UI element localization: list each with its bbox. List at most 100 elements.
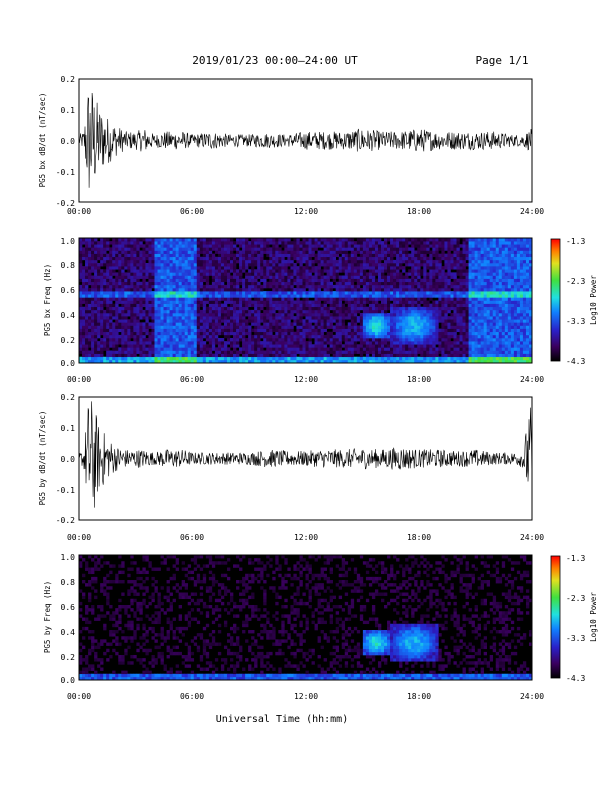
spectrogram-cell [432, 250, 436, 254]
spectrogram-cell [387, 303, 391, 308]
spectrogram-cell [423, 269, 427, 273]
spectrogram-cell [130, 316, 134, 320]
spectrogram-cell [202, 353, 207, 358]
spectrogram-cell [356, 297, 361, 301]
spectrogram-cell [390, 275, 394, 279]
spectrogram-cell [459, 344, 463, 348]
spectrogram-cell [184, 269, 189, 273]
spectrogram-cell [260, 331, 264, 336]
spectrogram-cell [359, 344, 364, 348]
spectrogram-cell [459, 353, 463, 358]
spectrogram-cell [226, 259, 231, 264]
spectrogram-cell [411, 306, 415, 311]
spectrogram-cell [248, 300, 252, 304]
spectrogram-cell [311, 238, 315, 242]
spectrogram-cell [347, 303, 352, 308]
spectrogram-cell [245, 325, 249, 329]
spectrogram-cell [97, 319, 101, 323]
spectrogram-cell [260, 350, 264, 354]
spectrogram-cell [139, 281, 143, 286]
spectrogram-cell [456, 338, 460, 342]
spectrogram-cell [145, 238, 149, 242]
spectrogram-cell [444, 313, 448, 317]
spectrogram-cell [320, 319, 324, 323]
spectrogram-cell [335, 359, 340, 364]
spectrogram-cell [223, 328, 228, 333]
spectrogram-cell [269, 281, 273, 286]
spectrogram-cell [353, 259, 358, 264]
spectrogram-cell [202, 278, 207, 283]
spectrogram-cell [411, 350, 415, 354]
spectrogram-cell [220, 306, 225, 311]
spectrogram-cell [124, 300, 128, 304]
spectrogram-cell [142, 359, 146, 364]
spectrogram-cell [257, 259, 261, 264]
spectrogram-cell [263, 266, 267, 270]
spectrogram-cell [196, 263, 201, 267]
spectrogram-cell [242, 306, 246, 311]
spectrogram-cell [239, 303, 243, 308]
spectrogram-cell [172, 347, 176, 351]
spectrogram-cell [169, 338, 173, 342]
spectrogram-cell [190, 359, 195, 364]
spectrogram-cell [320, 328, 324, 333]
spectrogram-cell [441, 319, 445, 323]
spectrogram-cell [302, 284, 306, 289]
spectrogram-cell [157, 359, 161, 364]
spectrogram-cell [106, 316, 110, 320]
spectrogram-cell [239, 272, 243, 276]
spectrogram-cell [145, 256, 149, 261]
spectrogram-cell [441, 300, 445, 304]
spectrogram-cell [278, 238, 282, 242]
spectrogram-cell [130, 256, 134, 261]
spectrogram-cell [169, 303, 173, 308]
spectrogram-cell [163, 288, 167, 292]
spectrogram-cell [172, 266, 176, 270]
spectrogram-cell [305, 250, 309, 254]
spectrogram-cell [223, 288, 228, 292]
spectrogram-cell [145, 331, 149, 336]
spectrogram-cell [414, 344, 418, 348]
spectrogram-cell [133, 313, 137, 317]
spectrogram-cell [139, 256, 143, 261]
spectrogram-cell [423, 275, 427, 279]
spectrogram-cell [393, 322, 397, 326]
spectrogram-cell [371, 284, 376, 289]
spectrogram-cell [381, 328, 385, 333]
spectrogram-cell [103, 294, 107, 298]
spectrogram-cell [414, 281, 418, 286]
spectrogram-cell [338, 344, 343, 348]
spectrogram-cell [106, 325, 110, 329]
spectrogram-cell [435, 272, 439, 276]
spectrogram-cell [296, 316, 300, 320]
spectrogram-cell [199, 244, 204, 248]
spectrogram-cell [139, 244, 143, 248]
spectrogram-cell [202, 319, 207, 323]
spectrogram-cell [374, 347, 379, 351]
spectrogram-cell [100, 250, 104, 254]
spectrogram-cell [157, 269, 161, 273]
spectrogram-cell [423, 316, 427, 320]
spectrogram-cell [220, 341, 225, 345]
spectrogram-cell [118, 306, 122, 311]
spectrogram-cell [154, 275, 158, 279]
spectrogram-cell [471, 356, 475, 361]
spectrogram-cell [79, 328, 83, 333]
spectrogram-cell [202, 259, 207, 264]
spectrogram-cell [100, 338, 104, 342]
spectrogram-cell [387, 266, 391, 270]
spectrogram-cell [236, 297, 240, 301]
spectrogram-cell [290, 325, 294, 329]
spectrogram-cell [82, 306, 86, 311]
spectrogram-cell [233, 284, 237, 289]
spectrogram-cell [387, 306, 391, 311]
spectrogram-cell [172, 328, 176, 333]
spectrogram-cell [181, 300, 185, 304]
spectrogram-cell [145, 359, 149, 364]
spectrogram-cell [175, 303, 179, 308]
spectrogram-cell [308, 278, 312, 283]
spectrogram-cell [353, 306, 358, 311]
spectrogram-cell [408, 328, 412, 333]
spectrogram-cell [239, 288, 243, 292]
spectrogram-cell [94, 259, 98, 264]
